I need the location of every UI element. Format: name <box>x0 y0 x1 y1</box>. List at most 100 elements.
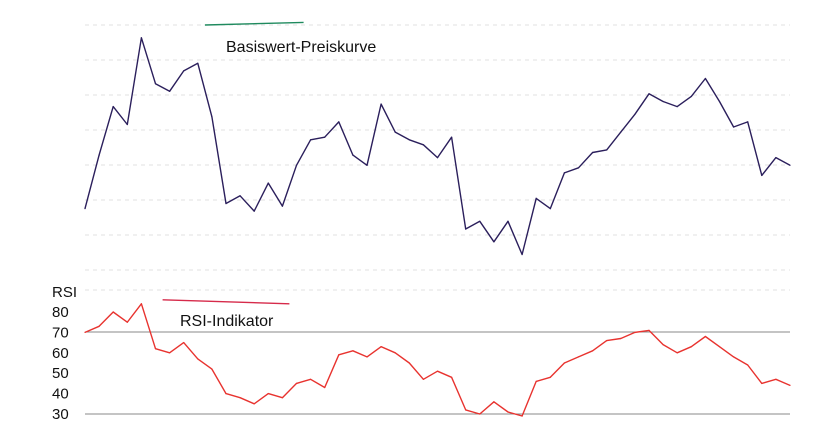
price-point <box>408 139 410 141</box>
rsi-point <box>704 335 707 338</box>
price-point <box>225 202 227 205</box>
rsi-point <box>98 325 100 327</box>
rsi-point <box>521 415 523 417</box>
rsi-point <box>211 368 213 370</box>
rsi-point <box>394 352 396 354</box>
rsi-point <box>606 340 608 342</box>
rsi-point <box>775 378 777 380</box>
price-point <box>563 172 566 174</box>
price-point <box>535 197 537 199</box>
price-point <box>310 139 312 141</box>
rsi-point <box>733 356 735 358</box>
rsi-point <box>352 350 354 352</box>
price-grid <box>85 24 790 271</box>
rsi-tick-label: 30 <box>52 406 69 423</box>
rsi-point <box>592 350 594 352</box>
price-point <box>662 100 664 103</box>
price-point <box>549 208 551 210</box>
price-chart-title: Basiswert-Preiskurve <box>226 39 376 56</box>
price-point <box>690 95 692 97</box>
rsi-point <box>126 321 128 323</box>
rsi-point <box>535 380 537 382</box>
rsi-point <box>239 397 241 399</box>
price-point <box>267 182 269 184</box>
rsi-point <box>324 386 326 389</box>
price-point <box>394 131 396 133</box>
price-point <box>592 151 594 154</box>
rsi-tick-labels: 80 70 60 50 40 30 <box>52 304 69 423</box>
rsi-point <box>112 311 114 313</box>
price-point <box>239 195 241 197</box>
price-point <box>789 164 791 166</box>
divergence-line <box>204 21 304 26</box>
price-point <box>126 123 128 126</box>
rsi-point <box>662 344 664 346</box>
rsi-point <box>493 401 495 403</box>
price-divergence-lines <box>204 21 304 26</box>
rsi-point <box>310 378 312 380</box>
price-point <box>338 121 340 123</box>
rsi-tick-label: 40 <box>52 386 69 403</box>
rsi-point <box>676 352 678 354</box>
rsi-point <box>577 356 580 358</box>
rsi-point <box>563 362 566 364</box>
price-panel: Basiswert-Preiskurve <box>84 21 791 271</box>
price-point <box>422 144 424 146</box>
price-point <box>620 131 622 133</box>
rsi-tick-label: 80 <box>52 304 69 321</box>
rsi-point <box>408 362 410 364</box>
divergence-line <box>162 299 290 305</box>
price-point <box>718 100 721 103</box>
rsi-point <box>267 393 269 395</box>
price-point <box>169 90 171 92</box>
price-point <box>295 164 298 166</box>
rsi-point <box>169 352 171 354</box>
rsi-point <box>479 413 481 415</box>
price-point <box>352 154 354 156</box>
price-point <box>507 220 509 222</box>
rsi-point <box>465 409 467 411</box>
rsi-axis-label: RSI <box>52 284 77 301</box>
rsi-point <box>84 331 86 333</box>
rsi-point <box>140 303 142 305</box>
rsi-point <box>747 364 749 366</box>
price-point <box>380 103 382 105</box>
rsi-point <box>507 411 509 413</box>
price-point <box>366 164 368 166</box>
price-line <box>84 37 791 256</box>
price-point <box>521 253 523 256</box>
price-point <box>154 83 157 85</box>
rsi-point <box>789 384 791 386</box>
rsi-point <box>281 397 283 399</box>
price-point <box>98 154 100 156</box>
rsi-series <box>84 303 791 417</box>
rsi-panel: RSI 80 70 60 50 40 30 RSI-Indikator <box>52 284 791 423</box>
price-point <box>775 157 777 159</box>
price-point <box>676 106 678 108</box>
price-point <box>648 93 650 95</box>
price-point <box>197 62 199 64</box>
rsi-chart-title: RSI-Indikator <box>180 313 274 330</box>
rsi-point <box>718 346 721 348</box>
rsi-point <box>338 354 340 356</box>
price-point <box>479 220 481 222</box>
rsi-point <box>154 348 157 350</box>
price-point <box>140 37 142 39</box>
price-point <box>281 205 283 207</box>
price-point <box>211 116 213 118</box>
price-series <box>84 37 791 256</box>
rsi-point <box>436 370 439 372</box>
rsi-point <box>451 376 453 378</box>
price-point <box>761 174 763 176</box>
price-point <box>465 228 467 230</box>
price-point <box>436 157 439 159</box>
rsi-point <box>549 376 551 378</box>
rsi-point <box>634 331 636 333</box>
rsi-tick-label: 50 <box>52 365 69 382</box>
rsi-point <box>422 378 424 380</box>
price-point <box>634 113 636 115</box>
rsi-point <box>366 356 368 358</box>
rsi-point <box>380 346 382 348</box>
price-point <box>747 121 749 123</box>
